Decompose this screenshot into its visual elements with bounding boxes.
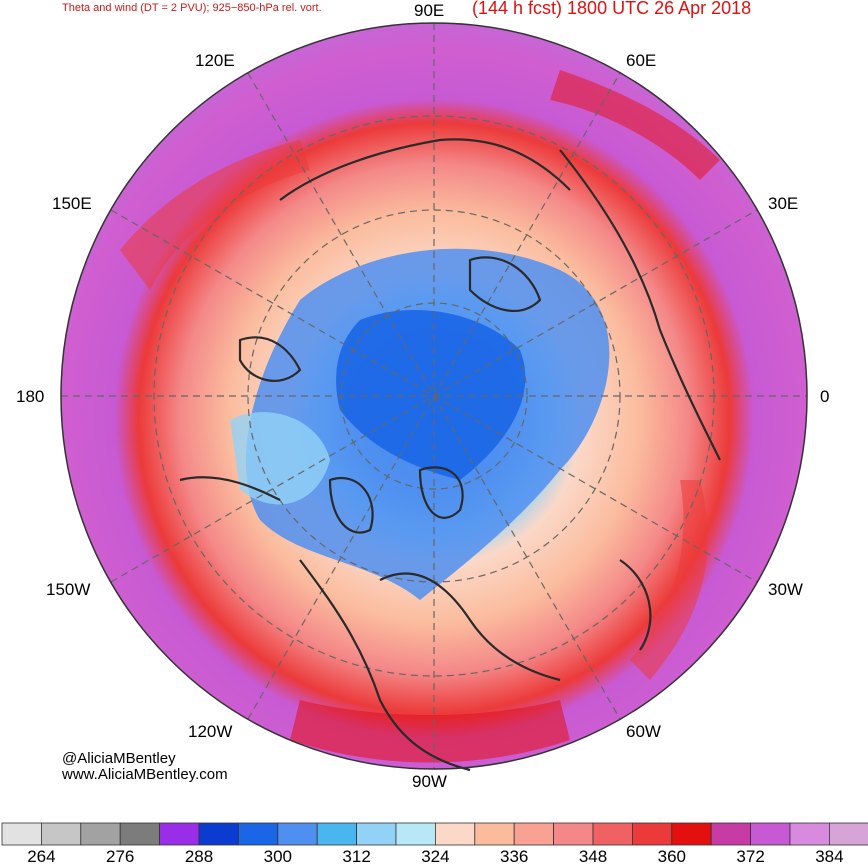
- colorbar-swatch: [750, 822, 791, 846]
- colorbar-swatch: [1, 822, 42, 846]
- colorbar-swatch: [710, 822, 752, 846]
- colorbar-tick-label: 336: [500, 847, 529, 866]
- colorbar-tick-label: 372: [736, 847, 765, 866]
- colorbar-swatch: [277, 822, 318, 846]
- colorbar-swatch: [356, 822, 397, 846]
- colorbar-swatch: [395, 822, 436, 846]
- lon-label-0: 0: [820, 387, 830, 406]
- lon-label-120w: 120W: [188, 722, 233, 741]
- colorbar-swatch: [829, 822, 868, 846]
- colorbar-tick-label: 324: [421, 847, 450, 866]
- colorbar-swatch: [553, 822, 594, 846]
- lon-label-120e: 120E: [195, 51, 235, 70]
- colorbar-tick-label: 348: [578, 847, 608, 866]
- colorbar-swatch: [474, 822, 515, 846]
- colorbar-swatch: [632, 822, 673, 846]
- credit-handle: @AliciaMBentley: [62, 750, 176, 767]
- colorbar-swatch: [80, 822, 121, 846]
- colorbar: [1, 822, 868, 846]
- meridian-line: [247, 72, 621, 720]
- map-boundary: [60, 22, 808, 770]
- colorbar-swatch: [159, 822, 200, 846]
- colorbar-tick-label: 384: [815, 847, 844, 866]
- colorbar-swatch: [513, 822, 555, 846]
- forecast-time-title: (144 h fcst) 1800 UTC 26 Apr 2018: [472, 0, 752, 18]
- lon-label-30w: 30W: [768, 580, 803, 599]
- lon-label-60w: 60W: [626, 722, 661, 741]
- colorbar-swatch: [316, 822, 358, 846]
- map-subtitle: Theta and wind (DT = 2 PVU); 925−850-hPa…: [62, 2, 322, 14]
- lon-label-150w: 150W: [46, 580, 91, 599]
- lon-label-30e: 30E: [768, 194, 799, 213]
- lon-label-60e: 60E: [626, 51, 657, 70]
- colorbar-swatch: [434, 822, 476, 846]
- colorbar-swatch: [789, 822, 830, 846]
- lon-label-90w: 90W: [412, 772, 447, 791]
- lon-label-150e: 150E: [52, 194, 92, 213]
- colorbar-swatch: [671, 822, 712, 846]
- colorbar-tick-label: 264: [27, 847, 56, 866]
- polar-map: [60, 22, 808, 772]
- colorbar-swatch: [592, 822, 633, 846]
- colorbar-swatch: [119, 822, 160, 846]
- credit-website: www.AliciaMBentley.com: [62, 766, 228, 783]
- coastlines: [179, 138, 721, 772]
- colorbar-tick-label: 360: [657, 847, 686, 866]
- colorbar-tick-label: 288: [184, 847, 214, 866]
- colorbar-swatch: [198, 822, 239, 846]
- colorbar-swatch: [41, 822, 82, 846]
- colorbar-tick-label: 276: [106, 847, 135, 866]
- lon-label-90e: 90E: [414, 1, 445, 20]
- colorbar-swatch: [237, 822, 279, 846]
- lon-label-180: 180: [16, 387, 45, 406]
- colorbar-tick-label: 312: [342, 847, 371, 866]
- colorbar-tick-label: 300: [263, 847, 292, 866]
- theta-field: [61, 23, 807, 769]
